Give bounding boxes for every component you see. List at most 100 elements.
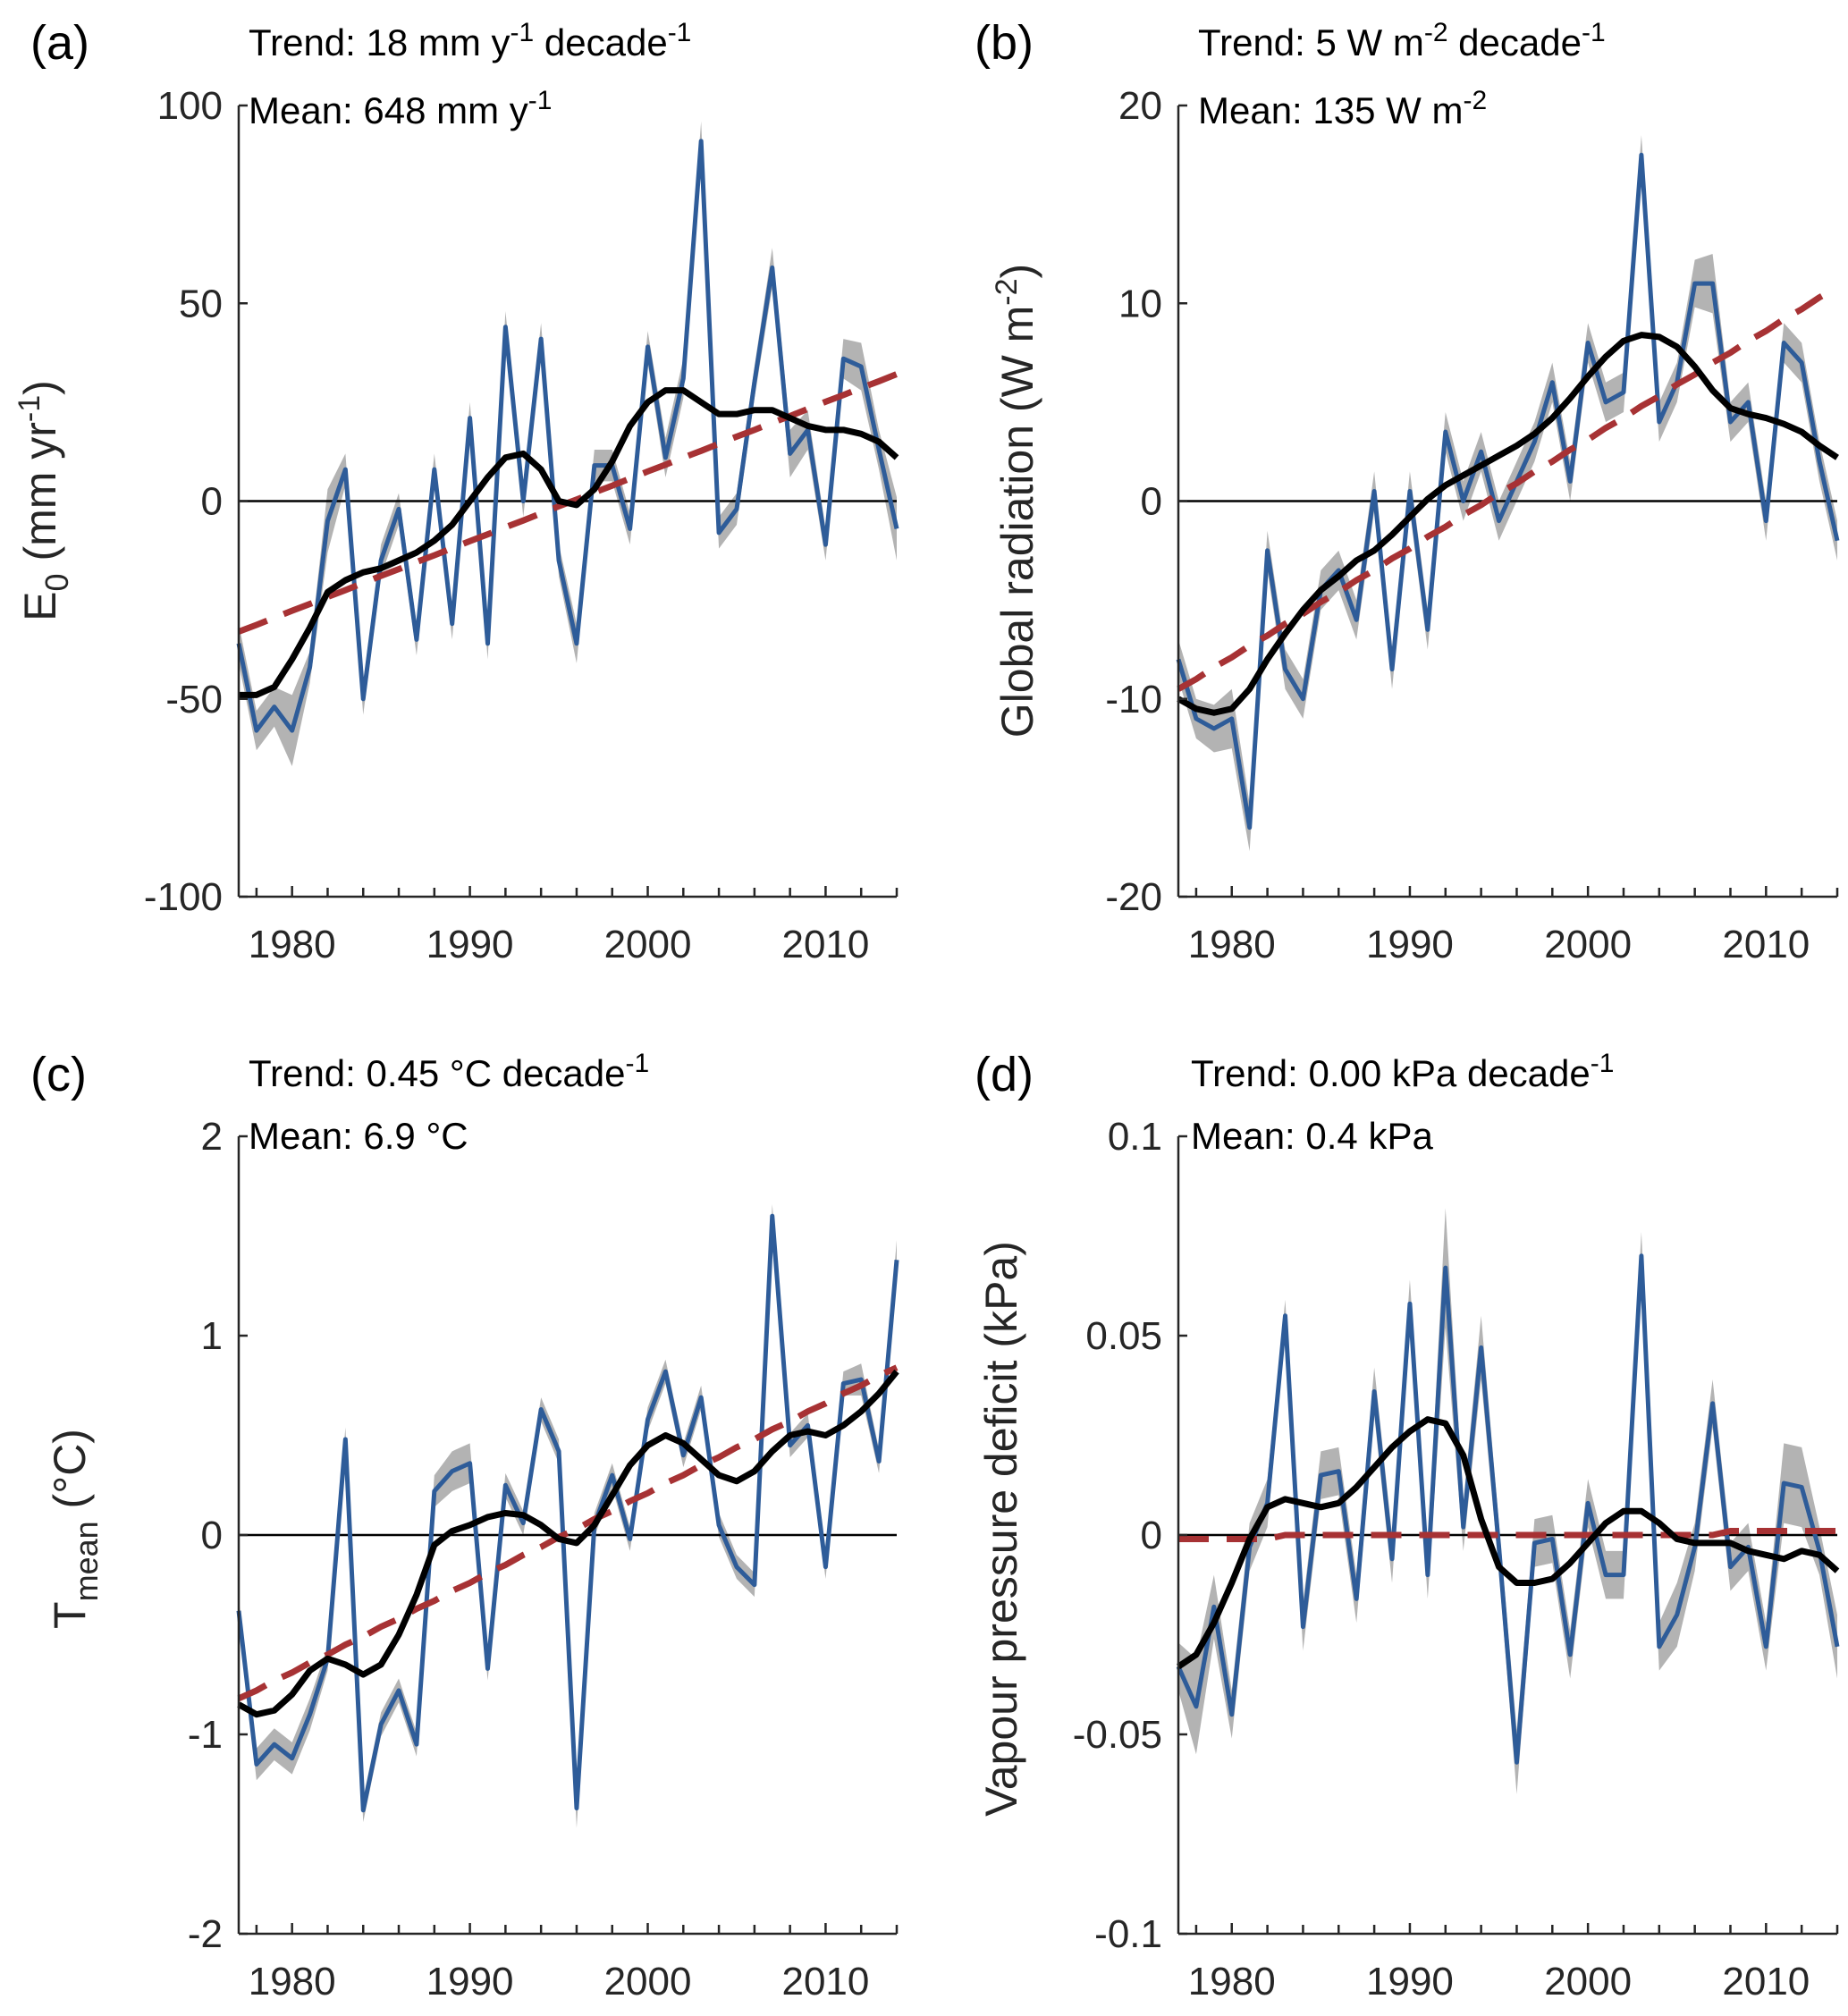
uncertainty-band: [1178, 1208, 1837, 1794]
annual-anomaly-line: [1176, 1253, 1840, 1765]
y-axis-label: Vapour pressure deficit (kPa): [976, 1241, 1026, 1817]
mean-annotation: Mean: 648 mm y-1: [249, 86, 552, 131]
y-axis-label: Global radiation (W m-2): [990, 264, 1042, 738]
smoothed-line: [1177, 1416, 1840, 1670]
trend-annotation: Trend: 0.45 °C decade-1: [249, 1049, 649, 1094]
x-tick-label: 2000: [604, 923, 692, 966]
y-tick-label: -50: [165, 678, 223, 721]
y-tick-label: 1: [201, 1314, 223, 1358]
mean-annotation: Mean: 0.4 kPa: [1191, 1115, 1433, 1157]
x-tick-label: 1980: [249, 1960, 336, 2003]
y-tick-label: 2: [201, 1115, 223, 1159]
y-label-main: Vapour pressure deficit (kPa): [976, 1241, 1026, 1817]
trend-superscript: -1: [626, 1049, 650, 1078]
y-tick-label: 10: [1118, 282, 1162, 325]
y-tick-label: -10: [1105, 678, 1162, 721]
trend-unit: decade: [534, 21, 667, 63]
y-tick-label: -100: [144, 875, 223, 919]
x-tick-label: 1990: [1366, 1960, 1454, 2003]
trend-superscript: -1: [668, 18, 692, 47]
y-tick-label: 0.1: [1108, 1115, 1162, 1159]
y-label-superscript: -2: [990, 278, 1024, 305]
trend-value: 0.45 °C decade: [367, 1052, 626, 1094]
smoothed-line: [1177, 332, 1839, 716]
mean-superscript: -1: [528, 86, 553, 115]
x-tick-label: 2010: [1722, 923, 1810, 966]
y-label-end: ): [15, 380, 65, 395]
x-tick-label: 1990: [426, 1960, 514, 2003]
trend-value: 18 mm y: [367, 21, 511, 63]
trend-value: 5 W m: [1316, 21, 1424, 63]
mean-label: Mean:: [1191, 1115, 1305, 1157]
trend-superscript: -1: [1582, 18, 1606, 47]
mean-annotation: Mean: 135 W m-2: [1198, 86, 1487, 131]
y-label-superscript: -1: [13, 395, 46, 422]
mean-value: 0.4 kPa: [1305, 1115, 1433, 1157]
y-tick-label: -0.05: [1073, 1713, 1162, 1757]
y-label-subscript: mean: [68, 1521, 105, 1601]
trend-unit: decade: [1448, 21, 1582, 63]
x-tick-label: 1990: [426, 923, 514, 966]
y-label-end: ): [992, 264, 1042, 279]
y-tick-label: 0: [1141, 1514, 1162, 1557]
y-axis-label: E0 (mm yr-1): [13, 380, 75, 621]
y-label-unit: (°C): [45, 1429, 95, 1521]
panel-c: -2 -1 0 1 2 1980 1990 2000 2010 (c) Trend: 0.45 °C…: [30, 1048, 899, 2003]
y-tick-label: 0: [1141, 480, 1162, 524]
smoothed-line: [237, 1369, 899, 1718]
y-axis-label: Tmean (°C): [45, 1429, 105, 1629]
smoothed-line: [239, 387, 899, 698]
trend-superscript: -1: [511, 18, 535, 47]
trend-annotation: Trend: 5 W m-2 decade-1: [1198, 18, 1606, 63]
y-label-main: T: [45, 1601, 95, 1629]
x-tick-label: 2010: [1722, 1960, 1810, 2003]
y-tick-label: 50: [179, 282, 223, 325]
mean-label: Mean:: [1198, 89, 1312, 131]
mean-annotation: Mean: 6.9 °C: [249, 1115, 468, 1157]
y-tick-label: -0.1: [1094, 1912, 1162, 1956]
y-tick-label: -20: [1105, 875, 1162, 919]
mean-value: 648 mm y: [363, 89, 527, 131]
y-label-main: Global radiation (W m: [992, 306, 1042, 738]
x-tick-label: 1990: [1366, 923, 1454, 966]
trend-label: Trend:: [1191, 1052, 1309, 1094]
y-tick-label: 100: [157, 84, 223, 128]
mean-superscript: -2: [1463, 86, 1487, 115]
mean-value: 135 W m: [1312, 89, 1463, 131]
panel-label: (c): [30, 1048, 87, 1101]
y-tick-label: -2: [188, 1912, 223, 1956]
uncertainty-band: [239, 121, 897, 766]
trend-value: 0.00 kPa decade: [1309, 1052, 1591, 1094]
panel-label: (a): [30, 16, 89, 70]
panel-label: (d): [975, 1048, 1034, 1101]
uncertainty-band: [1178, 135, 1837, 852]
x-tick-label: 2010: [781, 1960, 869, 2003]
y-label-subscript: 0: [38, 573, 75, 591]
trend-superscript: -1: [1591, 1049, 1615, 1078]
y-label-unit: (mm yr: [15, 422, 65, 573]
y-tick-label: -1: [188, 1713, 223, 1757]
annual-anomaly-line: [1176, 152, 1840, 831]
x-tick-label: 1980: [1188, 1960, 1276, 2003]
x-tick-label: 1980: [1188, 923, 1276, 966]
trend-label: Trend:: [249, 1052, 367, 1094]
x-tick-label: 2000: [1544, 1960, 1632, 2003]
mean-label: Mean:: [249, 89, 363, 131]
panel-label: (b): [975, 16, 1034, 70]
x-tick-label: 2000: [604, 1960, 692, 2003]
y-tick-label: 20: [1118, 84, 1162, 128]
x-tick-label: 1980: [249, 923, 336, 966]
y-tick-label: 0.05: [1085, 1314, 1162, 1358]
y-tick-label: 0: [201, 1514, 223, 1557]
trend-annotation: Trend: 18 mm y-1 decade-1: [249, 18, 691, 63]
trend-label: Trend:: [249, 21, 367, 63]
annual-anomaly-line: [236, 1213, 899, 1813]
trend-superscript: -2: [1424, 18, 1448, 47]
trend-annotation: Trend: 0.00 kPa decade-1: [1191, 1049, 1614, 1094]
mean-value: 6.9 °C: [363, 1115, 468, 1157]
panel-b: -20 -10 0 10 20 1980 1990 2000 2010 (b) Trend: 5 W…: [975, 16, 1840, 966]
y-label-main: E: [15, 591, 65, 620]
linear-trend-line: [1178, 1528, 1837, 1542]
trend-label: Trend:: [1198, 21, 1316, 63]
annual-anomaly-line: [236, 139, 899, 733]
